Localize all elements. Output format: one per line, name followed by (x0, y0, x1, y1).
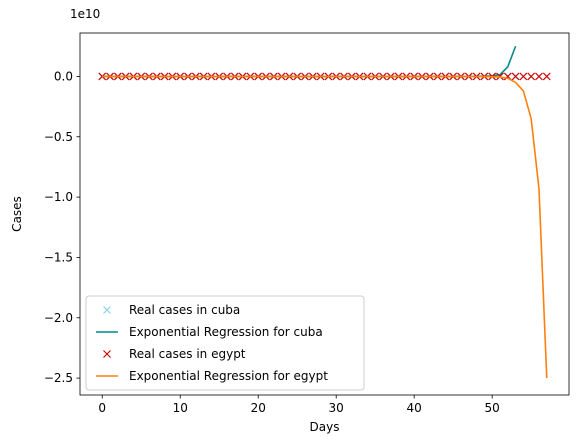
y-tick-label: −1.5 (44, 250, 73, 264)
y-tick-label: −0.5 (44, 130, 73, 144)
legend-label: Exponential Regression for cuba (129, 325, 323, 339)
y-tick-label: −2.0 (44, 311, 73, 325)
legend-marker-handle (103, 306, 111, 314)
legend: Real cases in cuba Exponential Regression… (85, 295, 365, 391)
series-line (102, 75, 548, 379)
x-tick-label: 10 (173, 401, 188, 415)
legend-label: Real cases in cuba (129, 303, 240, 317)
x-axis-label: Days (310, 420, 340, 434)
y-axis-label: Cases (10, 196, 24, 232)
y-tick-label: −2.5 (44, 371, 73, 385)
data-point (542, 72, 551, 81)
x-tick-label: 30 (329, 401, 344, 415)
data-point (519, 72, 528, 81)
legend-label: Real cases in egypt (129, 347, 246, 361)
x-tick-label: 0 (98, 401, 106, 415)
axes-frame (79, 32, 570, 396)
data-point (535, 72, 543, 81)
legend-marker-handle (103, 350, 111, 358)
data-point (98, 72, 107, 81)
legend-box (85, 295, 365, 391)
x-tick-label: 50 (485, 401, 500, 415)
data-point (511, 72, 520, 81)
y-scale-label: 1e10 (70, 7, 100, 21)
y-tick-label: 0.0 (54, 69, 73, 83)
y-tick-label: −1.0 (44, 190, 73, 204)
x-tick-label: 20 (251, 401, 266, 415)
legend-label: Exponential Regression for egypt (129, 369, 328, 383)
data-point (527, 72, 536, 81)
series-3 (102, 75, 548, 379)
x-tick-label: 40 (407, 401, 422, 415)
